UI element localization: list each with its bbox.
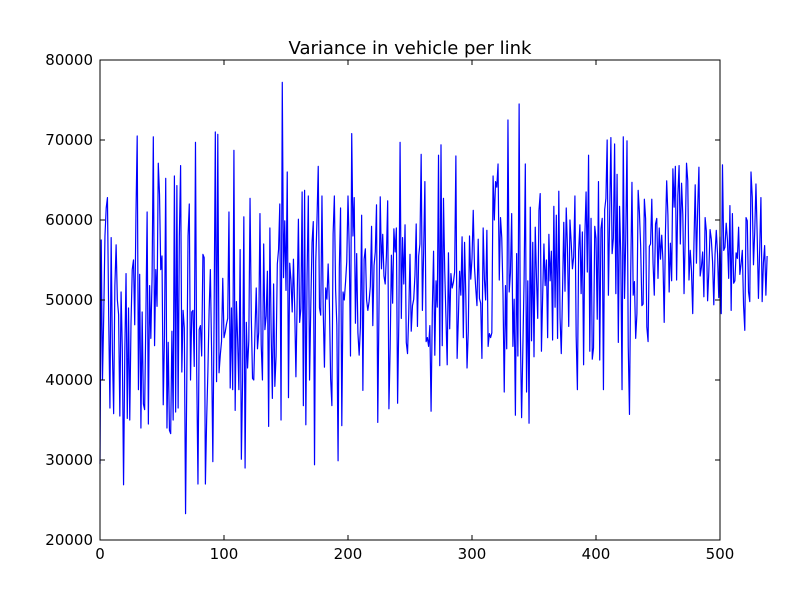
x-tick-label-100: 100 xyxy=(210,545,239,563)
plot-area xyxy=(100,60,720,540)
x-tick-label-500: 500 xyxy=(706,545,735,563)
y-tick-label-40000: 40000 xyxy=(45,371,93,389)
chart-title: Variance in vehicle per link xyxy=(289,38,532,59)
series-line-0 xyxy=(99,81,768,515)
y-tick-label-60000: 60000 xyxy=(45,211,93,229)
y-tick-label-30000: 30000 xyxy=(45,451,93,469)
y-tick-label-80000: 80000 xyxy=(45,51,93,69)
y-tick-label-70000: 70000 xyxy=(45,131,93,149)
x-tick-label-200: 200 xyxy=(334,545,363,563)
x-tick-label-300: 300 xyxy=(458,545,487,563)
series-layer xyxy=(99,81,768,515)
x-tick-label-400: 400 xyxy=(582,545,611,563)
y-tick-label-50000: 50000 xyxy=(45,291,93,309)
x-tick-label-0: 0 xyxy=(95,545,105,563)
y-tick-label-20000: 20000 xyxy=(45,531,93,549)
plot-frame xyxy=(99,59,721,541)
